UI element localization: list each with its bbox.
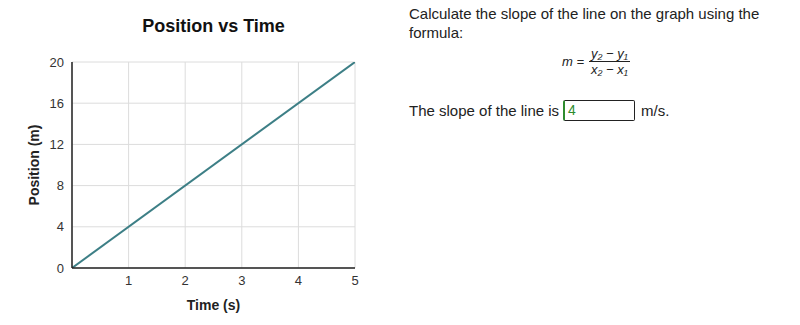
svg-text:12: 12 xyxy=(50,137,64,152)
html-text:The slope of the line is: The slope of the line is xyxy=(409,102,560,119)
html-text:y₂ − y₁: y₂ − y₁ xyxy=(591,46,628,61)
html-text:x₂ − x₁: x₂ − x₁ xyxy=(591,62,628,77)
svg-text:16: 16 xyxy=(50,96,64,111)
html-text:m =: m = xyxy=(562,54,584,69)
svg-text:5: 5 xyxy=(351,273,358,288)
svg-text:4: 4 xyxy=(57,219,64,234)
svg-text:8: 8 xyxy=(57,178,64,193)
svg-text:20: 20 xyxy=(50,55,64,70)
svg-text:1: 1 xyxy=(125,273,132,288)
html-text:Calculate the slope of the lin: Calculate the slope of the line on the g… xyxy=(409,5,760,41)
svg-text:3: 3 xyxy=(238,273,245,288)
svg-text:4: 4 xyxy=(295,273,302,288)
html-text:m/s.: m/s. xyxy=(641,102,670,119)
html-text:Position vs Time: Position vs Time xyxy=(142,16,285,36)
html-text:Position (m): Position (m) xyxy=(26,124,42,206)
svg-text:2: 2 xyxy=(182,273,189,288)
svg-text:0: 0 xyxy=(57,261,64,276)
html-text:Time (s): Time (s) xyxy=(186,297,241,313)
html-text:4: 4 xyxy=(568,102,576,118)
